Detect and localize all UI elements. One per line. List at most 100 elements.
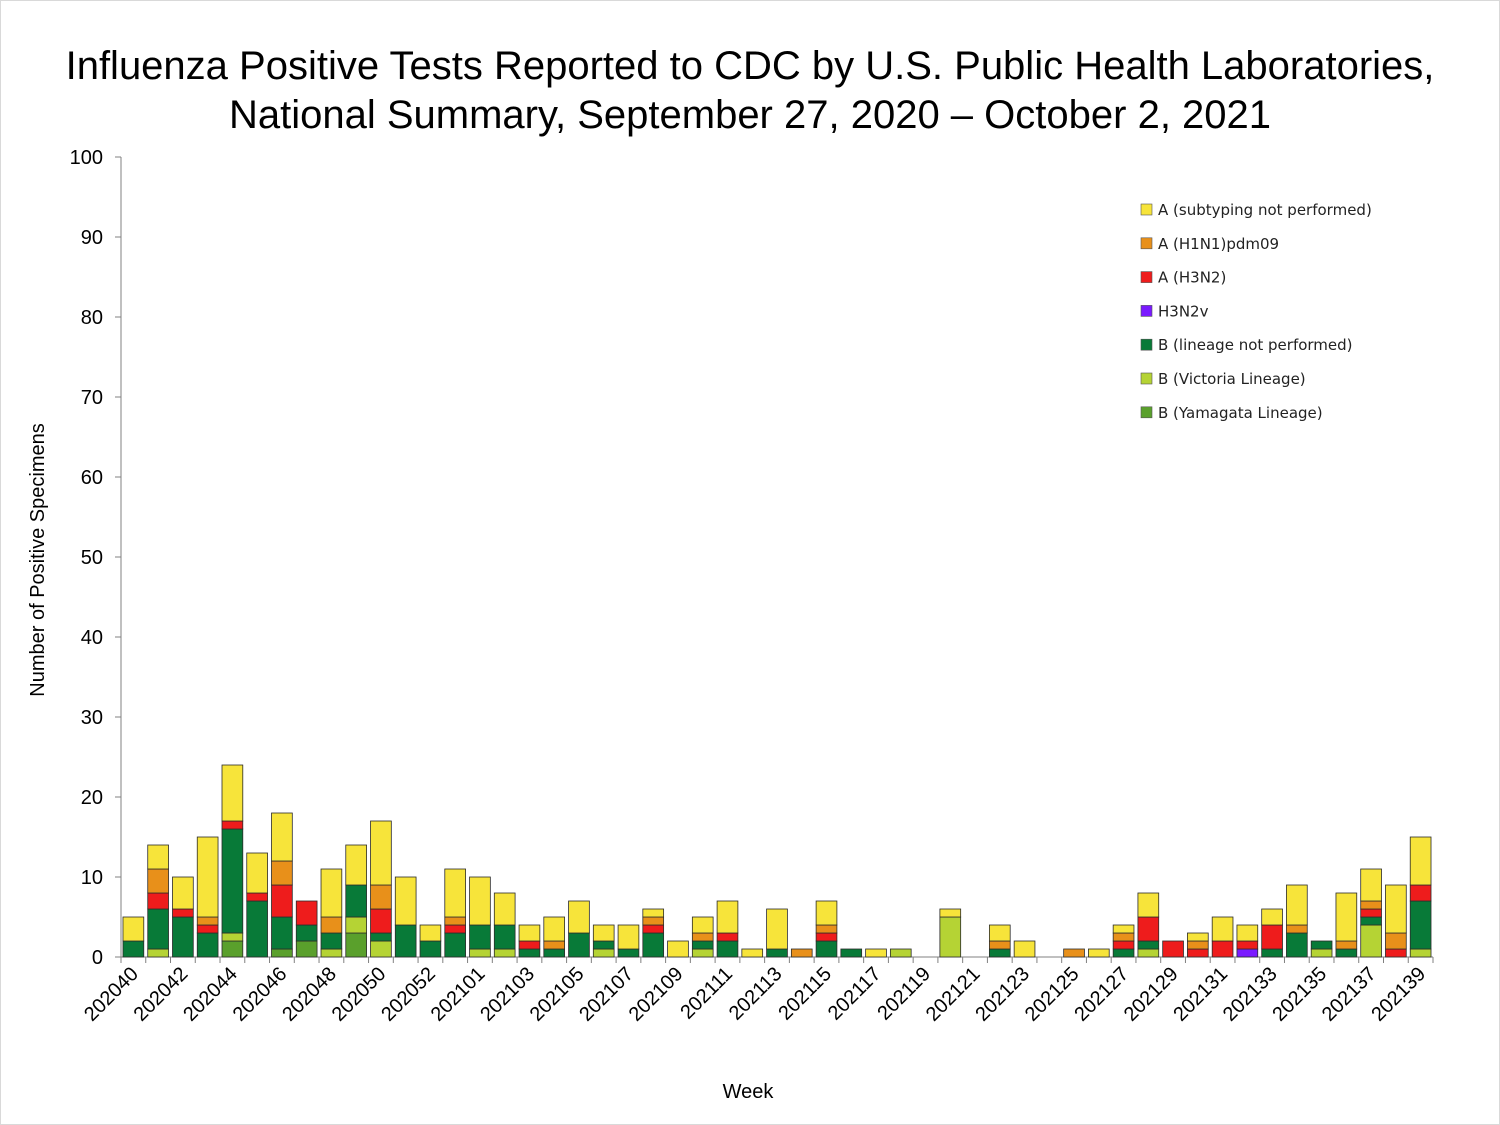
bar-segment (1310, 948, 1333, 958)
bar-segment (518, 924, 541, 942)
bar-segment (815, 900, 838, 926)
bar-segment (568, 932, 590, 958)
bar-segment (1137, 948, 1160, 958)
x-tick-label: 202133 (1219, 963, 1282, 1026)
legend-swatch (1140, 203, 1153, 216)
bar-segment (1385, 884, 1407, 934)
bar-segment (1360, 908, 1382, 918)
bar-segment (840, 948, 863, 958)
legend-label: B (Victoria Lineage) (1158, 370, 1306, 388)
legend-swatch (1140, 406, 1153, 419)
bar-segment (1112, 948, 1135, 958)
bar-segment (271, 812, 293, 862)
bar-segment (543, 940, 566, 950)
bar-segment (1261, 924, 1283, 950)
y-tick-label: 50 (81, 547, 103, 569)
x-tick-label: 202046 (229, 963, 292, 1026)
bar-segment (370, 908, 392, 934)
bar-segment (988, 948, 1011, 958)
bar-segment (122, 940, 145, 958)
bar-segment (988, 940, 1011, 950)
x-tick-label: 202121 (922, 963, 985, 1026)
bar-segment (518, 940, 541, 950)
bar-segment (221, 820, 244, 830)
bar-segment (419, 940, 442, 958)
bar-segment (469, 924, 491, 950)
bar-segment (1137, 916, 1160, 942)
bar-segment (1286, 924, 1308, 934)
bar-segment (147, 844, 169, 870)
bar-segment (122, 916, 145, 942)
bar-segment (172, 876, 194, 910)
bar-segment (370, 884, 392, 910)
bar-segment (691, 932, 714, 942)
bar-segment (1360, 924, 1382, 958)
y-tick-label: 40 (81, 627, 103, 649)
bar-segment (1409, 900, 1432, 950)
x-tick-label: 202125 (1021, 963, 1084, 1026)
y-tick-label: 10 (81, 867, 103, 889)
y-tick-label: 30 (81, 707, 103, 729)
x-axis: 2020402020422020442020462020482020502020… (80, 956, 1434, 1026)
x-tick-label: 202117 (824, 963, 886, 1025)
bar-segment (543, 916, 566, 942)
bar-segment (469, 948, 491, 958)
bar-segment (1360, 900, 1382, 910)
x-tick-label: 202052 (377, 963, 440, 1026)
bar-segment (642, 916, 665, 926)
x-tick-label: 202042 (130, 963, 193, 1026)
bar-segment (394, 876, 417, 926)
bar-segment (221, 828, 244, 934)
bar-segment (1360, 916, 1382, 926)
x-tick-label: 202109 (625, 963, 688, 1026)
bar-segment (196, 932, 219, 958)
bar-segment (246, 900, 268, 958)
bar-segment (469, 876, 491, 926)
bar-segment (691, 916, 714, 934)
bar-segment (295, 940, 318, 958)
y-tick-label: 100 (70, 147, 103, 169)
bar-segment (1335, 892, 1358, 942)
bar-segment (1063, 948, 1085, 958)
x-tick-label: 202113 (725, 963, 787, 1025)
bar-segment (1112, 940, 1135, 950)
x-tick-label: 202123 (971, 963, 1034, 1026)
bar-segment (271, 948, 293, 958)
legend: A (subtyping not performed) A (H1N1)pdm09… (1140, 201, 1372, 422)
bar-segment (617, 948, 640, 958)
bar-segment (790, 948, 813, 958)
x-tick-label: 202129 (1120, 963, 1183, 1026)
bar-segment (642, 932, 665, 958)
bar-segment (1112, 932, 1135, 942)
bar-segment (815, 932, 838, 942)
bar-segment (592, 924, 615, 942)
bar-segment (766, 948, 788, 958)
bar-segment (667, 940, 689, 958)
chart-title-line-2: National Summary, September 27, 2020 – O… (228, 93, 1272, 137)
legend-label: B (lineage not performed) (1158, 336, 1353, 354)
bar-segment (221, 764, 244, 822)
bar-segment (865, 948, 887, 958)
chart-title-line-1: Influenza Positive Tests Reported to CDC… (65, 44, 1435, 88)
bar-segment (370, 932, 392, 942)
legend-label: A (H3N2) (1158, 269, 1226, 287)
x-tick-label: 202135 (1268, 963, 1331, 1026)
bar-segment (493, 948, 516, 958)
bar-segment (592, 940, 615, 950)
bar-segment (691, 948, 714, 958)
bar-segment (741, 948, 764, 958)
bar-segment (1236, 948, 1259, 958)
bar-segment (196, 916, 219, 926)
bar-segment (320, 948, 343, 958)
x-tick-label: 202139 (1367, 963, 1430, 1026)
bar-segment (370, 940, 392, 958)
bar-segment (394, 924, 417, 958)
y-axis-label: Number of Positive Specimens (27, 423, 49, 696)
bar-segment (345, 932, 367, 958)
bar-segment (642, 924, 665, 934)
x-tick-label: 202111 (676, 963, 737, 1024)
x-tick-label: 202107 (575, 963, 638, 1026)
x-tick-label: 202105 (526, 963, 589, 1026)
bar-segment (1409, 948, 1432, 958)
